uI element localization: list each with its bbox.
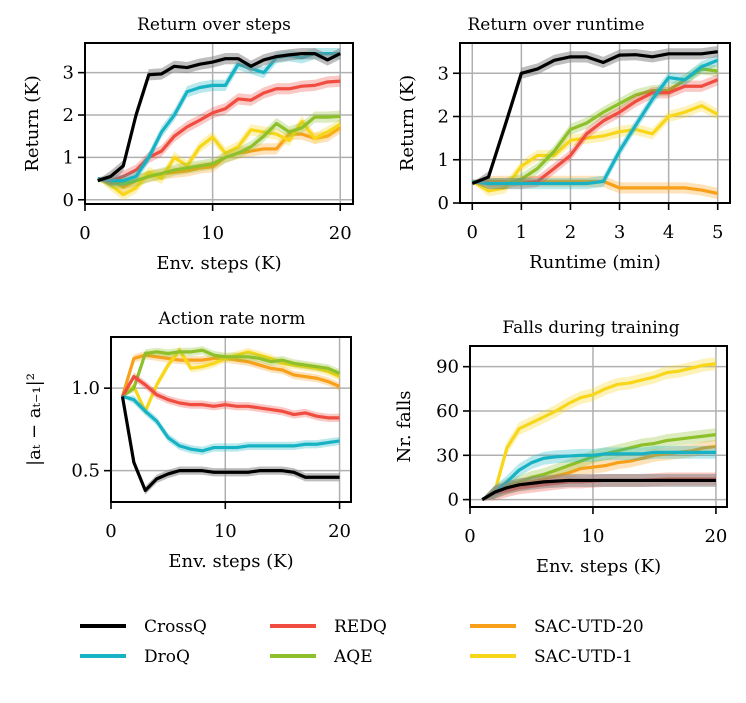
band-SAC-UTD-1 (482, 357, 716, 501)
y-tick-label: 2 (63, 105, 74, 126)
y-tick-label: 0 (63, 190, 74, 211)
legend-item: AQE (270, 647, 373, 667)
y-tick-label: 2 (438, 107, 449, 128)
axes-frame (469, 345, 728, 508)
x-tick-label: 10 (201, 223, 224, 244)
series-line-AQE (121, 348, 341, 398)
x-axis-label: Env. steps (K) (168, 551, 293, 572)
y-axis-label: Return (K) (397, 75, 418, 171)
series-line-REDQ (97, 79, 341, 183)
subplot-2: 0 1 2 3 4 5 0 1 2 3 Return over runtime Runtime (mi… (397, 15, 731, 273)
x-tick-label: 0 (105, 521, 116, 542)
series-line-CrossQ (481, 478, 716, 501)
legend-item: SAC-UTD-1 (470, 647, 633, 667)
y-tick-label: 1 (63, 147, 74, 168)
series-line-DroQ (121, 394, 340, 453)
subplot-title: Falls during training (502, 318, 679, 338)
band-SAC-UTD-20 (122, 351, 340, 398)
legend-label: AQE (333, 647, 373, 667)
y-axis-label: |aₜ − aₜ₋₁|² (24, 373, 45, 466)
x-tick-label: 20 (328, 521, 351, 542)
y-tick-label: 3 (63, 63, 74, 84)
subplot-1: 0 10 20 0 1 2 3 Return over steps Env. steps (K)… (22, 15, 354, 274)
band-DroQ (122, 395, 340, 455)
x-axis-label: Env. steps (K) (536, 556, 661, 577)
legend-label: DroQ (144, 647, 190, 667)
subplot-title: Action rate norm (158, 309, 306, 329)
series-line-DroQ (472, 58, 719, 186)
y-tick-label: 60 (436, 401, 459, 422)
y-tick-label: 30 (436, 445, 459, 466)
x-axis-label: Env. steps (K) (156, 253, 281, 274)
legend-item: REDQ (270, 617, 387, 637)
y-tick-label: 1 (438, 150, 449, 171)
series-line-AQE (97, 114, 341, 186)
series-line-SAC-UTD-1 (481, 362, 717, 501)
x-tick-label: 4 (663, 222, 674, 243)
x-tick-label: 5 (712, 222, 723, 243)
x-tick-label: 0 (464, 526, 475, 547)
y-tick-label: 3 (438, 63, 449, 84)
series-line-SAC-UTD-1 (471, 104, 719, 193)
legend-item: SAC-UTD-20 (470, 617, 644, 637)
series-line-CrossQ (471, 50, 718, 186)
y-tick-label: 90 (436, 357, 459, 378)
x-tick-label: 20 (329, 223, 352, 244)
subplot-4: 0 10 20 0 30 60 90 Falls during training Env. st… (394, 318, 728, 577)
y-axis-label: Return (K) (22, 75, 43, 171)
series-line-SAC-UTD-1 (97, 119, 342, 197)
band-DroQ (472, 54, 718, 190)
x-tick-label: 10 (582, 526, 605, 547)
axes-frame (110, 336, 352, 503)
axes-frame (459, 42, 731, 204)
band-AQE (122, 346, 340, 398)
x-tick-label: 3 (614, 222, 625, 243)
band-SAC-UTD-1 (472, 100, 718, 197)
y-tick-label: 0 (438, 193, 449, 214)
y-tick-label: 0.5 (71, 461, 100, 482)
x-tick-label: 0 (79, 223, 90, 244)
legend-label: REDQ (334, 617, 387, 637)
series-line-DroQ (481, 450, 716, 501)
subplot-title: Return over steps (137, 15, 291, 35)
band-AQE (97, 110, 341, 190)
series-line-CrossQ (120, 396, 340, 493)
band-AQE (482, 428, 716, 501)
x-axis-label: Runtime (min) (529, 252, 661, 273)
series-line-REDQ (121, 375, 340, 420)
x-tick-label: 1 (516, 222, 527, 243)
legend-label: SAC-UTD-1 (534, 647, 633, 667)
legend-item: DroQ (80, 647, 190, 667)
x-tick-label: 10 (214, 521, 237, 542)
x-tick-label: 2 (565, 222, 576, 243)
series-line-CrossQ (97, 51, 341, 183)
series-line-SAC-UTD-20 (120, 353, 341, 397)
x-tick-label: 0 (467, 222, 478, 243)
legend-label: SAC-UTD-20 (534, 617, 644, 637)
y-tick-label: 1.0 (71, 378, 100, 399)
y-axis-label: Nr. falls (394, 391, 415, 463)
series-line-AQE (472, 67, 718, 186)
subplot-3: 0 10 20 0.5 1.0 Action rate norm Env. steps (K… (24, 309, 352, 572)
y-tick-label: 0 (448, 490, 459, 511)
axes-frame (84, 42, 354, 205)
legend-label: CrossQ (144, 617, 207, 637)
band-REDQ (472, 74, 718, 190)
legend-item: CrossQ (80, 617, 207, 637)
subplot-title: Return over runtime (467, 15, 644, 35)
legend: CrossQ REDQ SAC-UTD-20 DroQ AQE SAC-UTD-1 (80, 617, 644, 667)
x-tick-label: 20 (704, 526, 727, 547)
band-REDQ (122, 372, 340, 422)
